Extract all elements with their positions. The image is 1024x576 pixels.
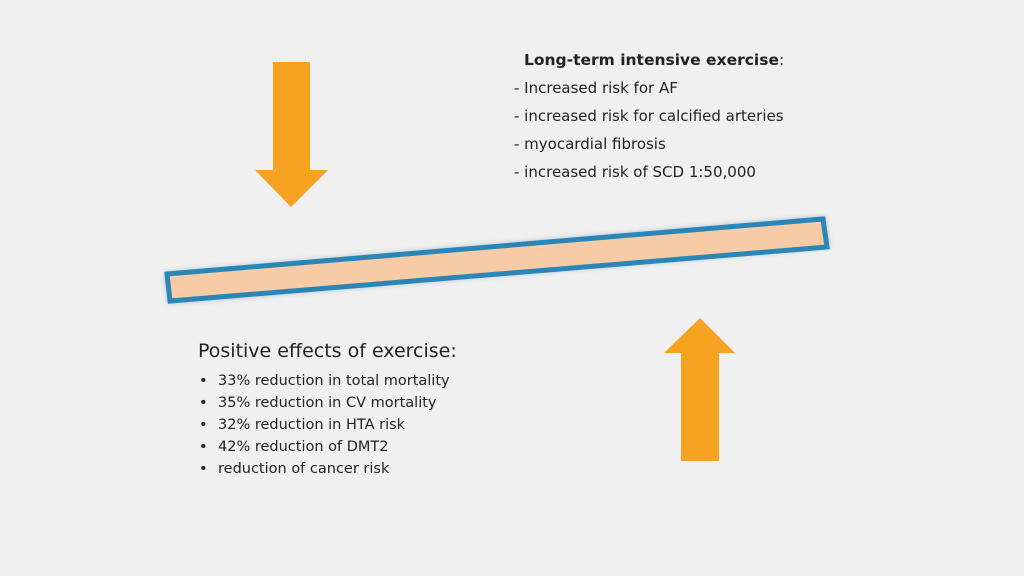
- benefits-list: • 33% reduction in total mortality • 35% r…: [198, 370, 538, 480]
- benefit-item: • reduction of cancer risk: [198, 458, 538, 480]
- seesaw-beam: [164, 216, 830, 304]
- arrow-down-icon: [255, 62, 328, 207]
- benefit-item: • 33% reduction in total mortality: [198, 370, 538, 392]
- bullet-icon: •: [199, 395, 208, 411]
- risk-item: - increased risk of SCD 1:50,000: [514, 163, 756, 181]
- risk-item: - myocardial fibrosis: [514, 135, 666, 153]
- bullet-icon: •: [199, 373, 208, 389]
- risk-item: - increased risk for calcified arteries: [514, 107, 784, 125]
- risk-item: - Increased risk for AF: [514, 79, 678, 97]
- benefit-item: • 42% reduction of DMT2: [198, 436, 538, 458]
- bullet-icon: •: [199, 417, 208, 433]
- benefit-item: • 35% reduction in CV mortality: [198, 392, 538, 414]
- benefit-item: • 32% reduction in HTA risk: [198, 414, 538, 436]
- bullet-icon: •: [199, 461, 208, 477]
- benefits-title: Positive effects of exercise:: [198, 340, 457, 362]
- bullet-icon: •: [199, 439, 208, 455]
- risks-block: Long-term intensive exercise: - Increase…: [514, 46, 834, 186]
- risks-title: Long-term intensive exercise:: [524, 51, 785, 69]
- benefits-block: Positive effects of exercise: • 33% reduc…: [198, 336, 538, 480]
- arrow-up-icon: [664, 318, 735, 461]
